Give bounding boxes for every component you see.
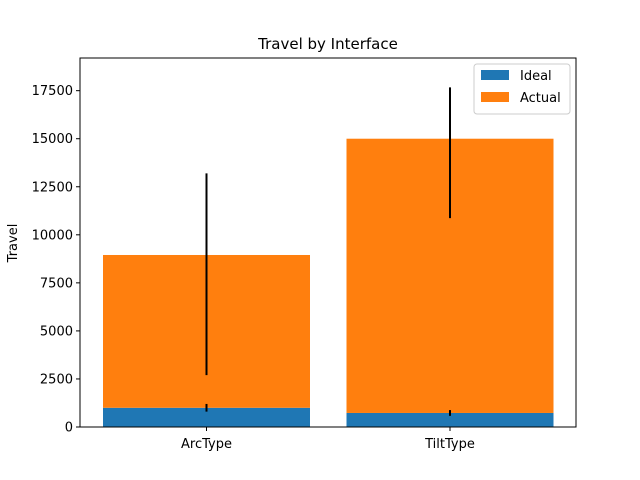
y-tick-label: 0	[65, 421, 73, 436]
y-axis: 0 2500 5000 7500 10000 12500 15000 17500	[32, 84, 80, 436]
legend-label-ideal: Ideal	[520, 69, 552, 84]
error-bars-group	[205, 87, 451, 416]
legend-swatch-ideal	[481, 70, 509, 80]
y-tick-label: 12500	[32, 180, 73, 195]
y-tick-label: 17500	[32, 84, 73, 99]
plot-frame	[79, 57, 577, 428]
y-tick-label: 10000	[32, 228, 73, 243]
bar-ideal-tilttype	[346, 412, 554, 427]
y-tick-label: 7500	[40, 276, 73, 291]
x-tick-label: ArcType	[181, 437, 232, 452]
y-tick-label: 5000	[40, 324, 73, 339]
x-tick-label: TiltType	[424, 437, 475, 452]
y-tick-label: 15000	[32, 132, 73, 147]
x-axis: ArcType TiltType	[181, 427, 475, 452]
y-axis-title: Travel	[6, 224, 21, 264]
legend: Ideal Actual	[473, 63, 571, 115]
chart-title: Travel by Interface	[257, 35, 398, 53]
bar-ideal-arctype	[103, 407, 310, 427]
legend-swatch-actual	[481, 92, 509, 102]
y-tick-label: 2500	[40, 372, 73, 387]
legend-label-actual: Actual	[520, 91, 561, 106]
